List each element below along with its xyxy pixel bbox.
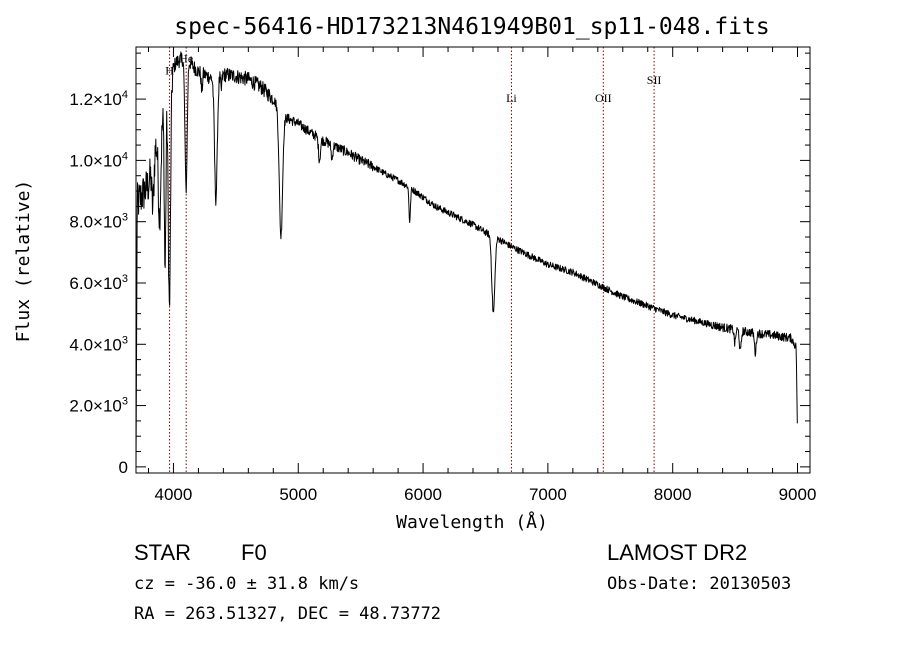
spectrum-series: [135, 51, 798, 467]
line-markers: H He Li OII SII: [165, 47, 661, 473]
chart-title: spec-56416-HD173213N461949B01_sp11-048.f…: [174, 14, 769, 40]
x-tick-label: 4000: [155, 485, 193, 504]
x-tick-label: 6000: [404, 485, 442, 504]
object-class-label: STAR: [134, 540, 192, 565]
y-tick-label: 1.0×104: [69, 150, 128, 170]
y-tick-label: 4.0×103: [69, 334, 128, 354]
line-marker-label: H: [165, 64, 174, 78]
line-marker-label: Li: [506, 91, 517, 105]
y-tick-label: 6.0×103: [69, 273, 128, 293]
x-tick-label: 9000: [779, 485, 817, 504]
y-tick-label: 8.0×103: [69, 212, 128, 232]
redshift-label: cz = -36.0 ± 31.8 km/s: [134, 574, 360, 594]
y-tick-label: 2.0×103: [69, 396, 128, 416]
line-marker-label: SII: [647, 73, 662, 87]
line-marker-label: OII: [595, 91, 612, 105]
x-tick-label: 5000: [279, 485, 317, 504]
x-axis-label: Wavelength (Å): [396, 511, 548, 533]
line-marker-label: He: [179, 51, 193, 65]
spectrum-line: [135, 51, 798, 467]
survey-label: LAMOST DR2: [607, 540, 748, 565]
y-tick-label: 0: [119, 458, 128, 477]
coordinates-label: RA = 263.51327, DEC = 48.73772: [134, 604, 442, 624]
y-axis-label: Flux (relative): [13, 180, 34, 343]
axes: 4000 5000 6000 7000 8000 9000 0 2.0×103 4.0×103 6…: [69, 47, 816, 504]
x-tick-label: 7000: [529, 485, 567, 504]
obs-date-label: Obs-Date: 20130503: [607, 574, 792, 594]
plot-frame: [135, 46, 811, 474]
y-tick-label: 1.2×104: [69, 89, 128, 109]
subclass-label: F0: [241, 540, 267, 565]
x-tick-label: 8000: [654, 485, 692, 504]
